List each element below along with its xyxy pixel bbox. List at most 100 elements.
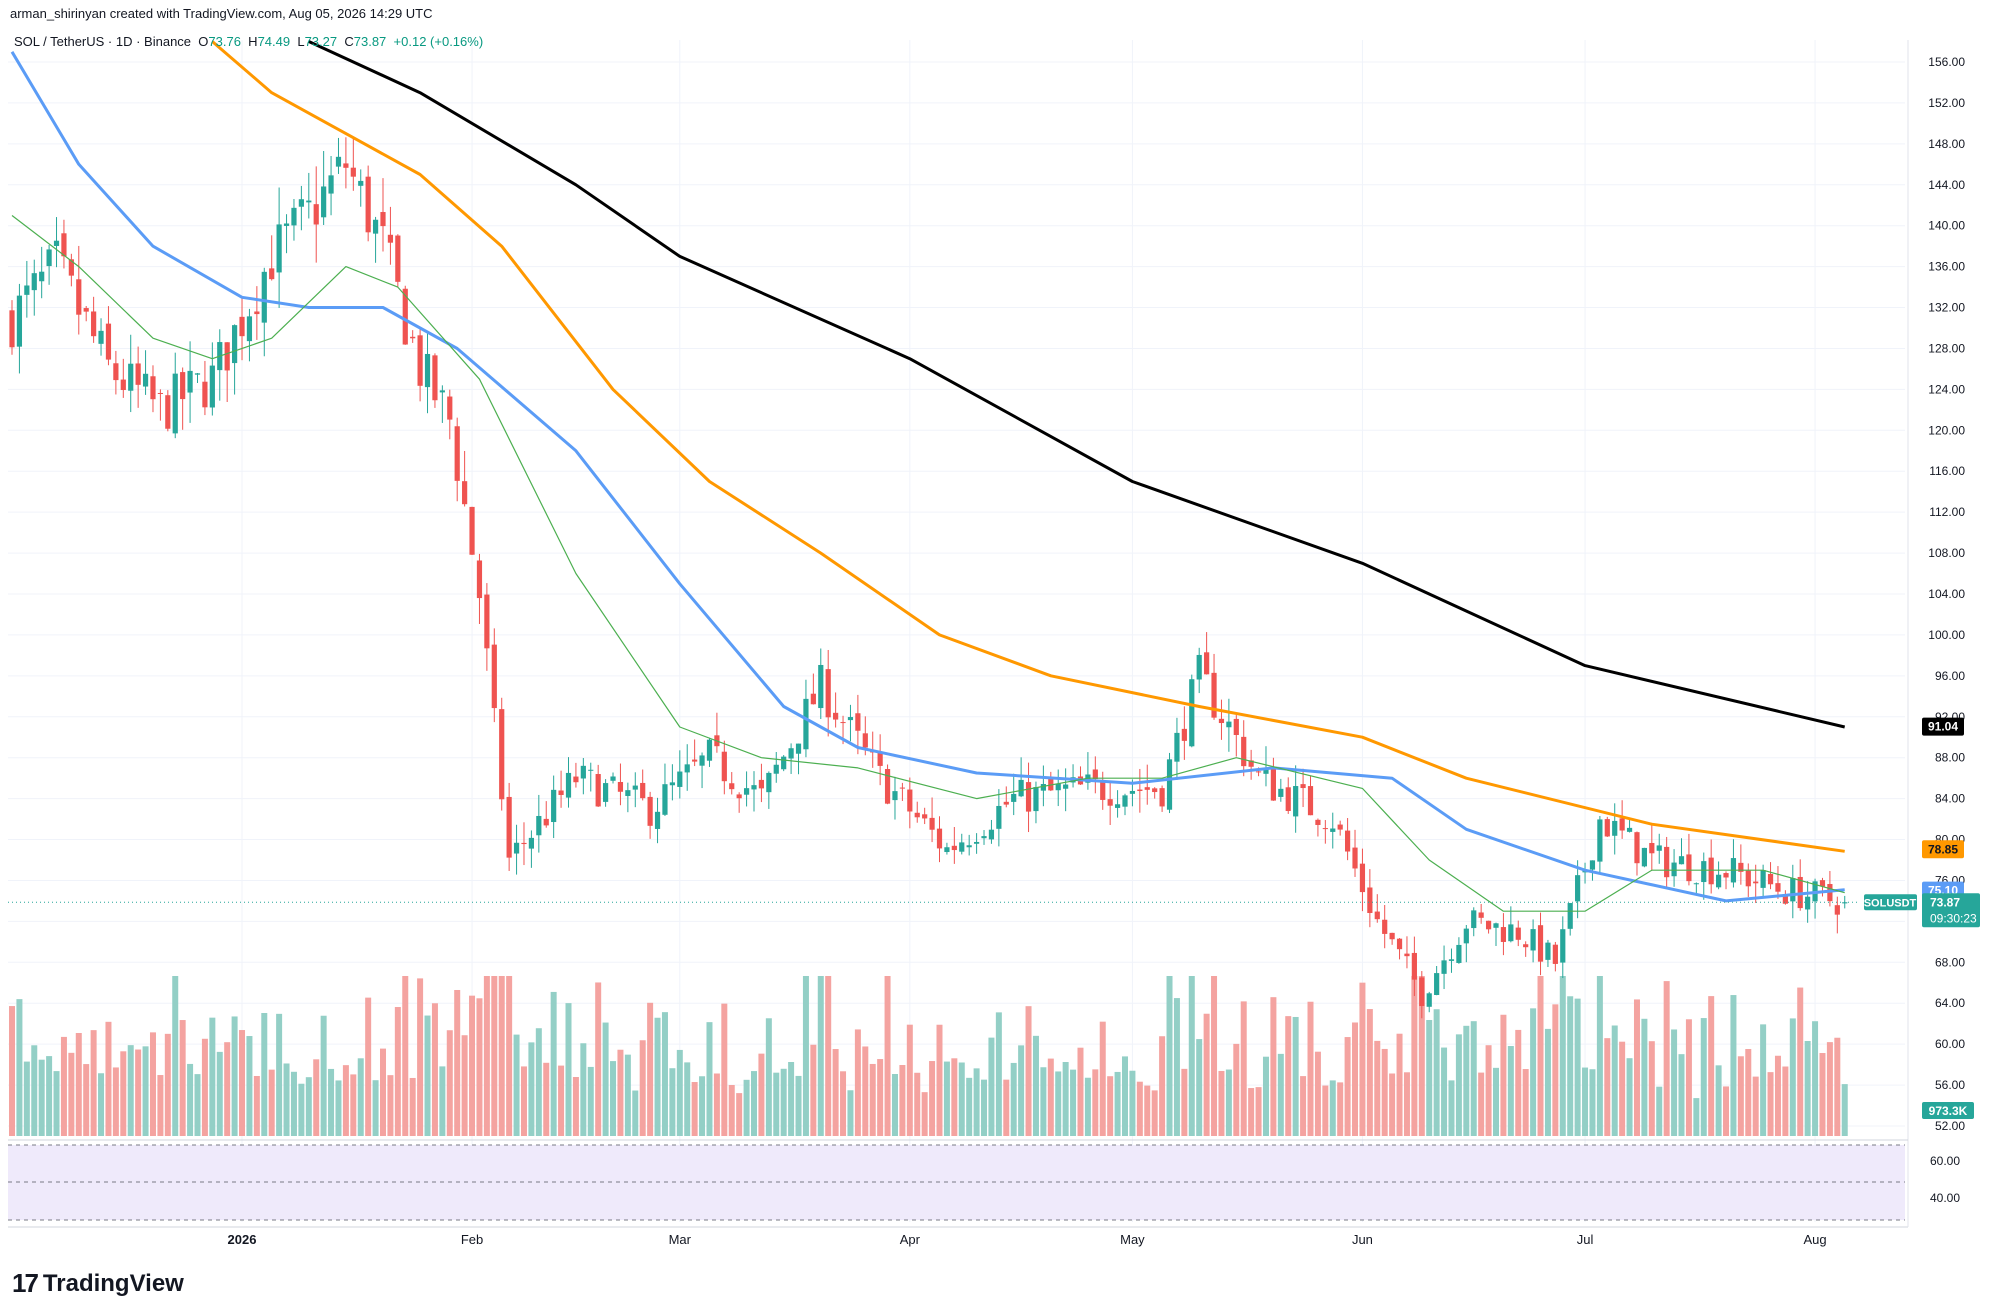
candle-body (513, 842, 520, 854)
volume-bar (1544, 1028, 1551, 1136)
symbol-name: SOL / TetherUS · 1D · Binance (14, 34, 192, 49)
volume-bar (320, 1015, 327, 1136)
candle-body (1767, 873, 1774, 885)
volume-bar (446, 1030, 453, 1136)
y-tick-label: 52.00 (1935, 1119, 1965, 1133)
candle-body (1404, 953, 1410, 957)
x-tick-label: Feb (461, 1232, 483, 1247)
grid-layer (8, 40, 1905, 1222)
volume-bar (751, 1071, 757, 1136)
candle-body (1775, 883, 1781, 892)
candle-body (706, 739, 713, 761)
candle-body (91, 311, 97, 337)
volume-bar (276, 1013, 283, 1136)
close-label: C (344, 34, 354, 49)
candle-body (306, 200, 312, 203)
volume-bar (417, 978, 424, 1136)
volume-bar (624, 1054, 631, 1136)
y-tick-label: 84.00 (1935, 792, 1965, 806)
candle-body (432, 355, 438, 401)
volume-bar (112, 1067, 119, 1136)
candle-body (1352, 847, 1358, 869)
candle-body (1656, 845, 1662, 851)
rsi-tick-label: 60.00 (1930, 1154, 1960, 1168)
volume-bar (832, 1049, 839, 1136)
candle-body (269, 268, 275, 280)
volume-bar (1136, 1081, 1143, 1136)
tradingview-brand[interactable]: 17 TradingView (12, 1268, 184, 1299)
volume-bar (825, 976, 832, 1136)
candle-body (410, 336, 416, 339)
candle-body (142, 373, 149, 387)
volume-bar (802, 976, 809, 1136)
volume-bar (891, 1074, 898, 1136)
volume-bar (654, 1017, 661, 1136)
candle-body (617, 781, 624, 792)
candle-body (758, 779, 765, 789)
candle-body (632, 785, 638, 790)
candle-body (1478, 912, 1484, 918)
candle-body (454, 426, 460, 481)
volume-bar (543, 1062, 550, 1136)
volume-bar (1218, 1070, 1225, 1136)
volume-bar (862, 1046, 869, 1136)
moving-average-line (308, 40, 1846, 729)
volume-bar (1700, 1018, 1707, 1136)
symbol-legend[interactable]: SOL / TetherUS · 1D · Binance O73.76 H74… (14, 34, 483, 49)
volume-bar (172, 976, 179, 1136)
volume-bar (721, 1003, 728, 1136)
volume-bar (498, 976, 505, 1136)
candle-body (662, 784, 668, 815)
candle-body (1189, 679, 1195, 747)
candle-body (1293, 786, 1299, 817)
volume-bar (1455, 1034, 1462, 1136)
low-value: 73.27 (304, 34, 338, 49)
volume-bar (1092, 1069, 1099, 1136)
candle-body (818, 664, 824, 709)
rsi-tick-label: 40.00 (1930, 1191, 1960, 1205)
volume-bar (513, 1034, 520, 1136)
volume-bar (476, 998, 483, 1136)
candle-body (202, 381, 208, 408)
candle-body (1834, 905, 1840, 915)
volume-bar (1678, 1054, 1685, 1136)
volume-bar (1285, 1016, 1292, 1136)
volume-bar (1767, 1072, 1774, 1136)
volume-bar (90, 1030, 97, 1136)
candle-body (1055, 783, 1061, 791)
candle-body (1842, 902, 1848, 904)
candle-body (1396, 938, 1403, 950)
candle-body (1686, 854, 1692, 882)
candle-body (1612, 820, 1618, 836)
candle-body (1819, 880, 1826, 887)
volume-bar (1559, 976, 1566, 1136)
volume-bar (639, 1040, 646, 1136)
volume-bar (357, 1058, 364, 1136)
volume-bar (1159, 1036, 1166, 1136)
volume-bar (973, 1068, 980, 1136)
candle-body (981, 836, 987, 839)
volume-bar (1448, 1080, 1455, 1136)
candle-body (573, 776, 579, 783)
volume-bar (31, 1045, 38, 1136)
volume-bar (1107, 1076, 1114, 1136)
volume-bar (713, 1073, 720, 1136)
volume-value: 973.3K (1929, 1104, 1968, 1118)
volume-bar (1693, 1098, 1700, 1136)
candle-body (1137, 789, 1143, 791)
volume-bar (1381, 1048, 1388, 1136)
volume-bar (1841, 1084, 1848, 1136)
candle-body (862, 733, 868, 748)
candle-body (966, 845, 972, 848)
volume-bar (1737, 1056, 1744, 1136)
candle-body (484, 594, 490, 649)
candle-body (743, 788, 750, 795)
volume-bar (884, 976, 891, 1136)
countdown-value: 09:30:23 (1930, 911, 1977, 925)
volume-bar (1084, 1077, 1091, 1136)
volume-bar (914, 1072, 921, 1136)
candle-body (402, 288, 408, 345)
candle-body (1463, 928, 1469, 944)
candle-body (855, 713, 861, 731)
volume-bar (684, 1062, 691, 1136)
